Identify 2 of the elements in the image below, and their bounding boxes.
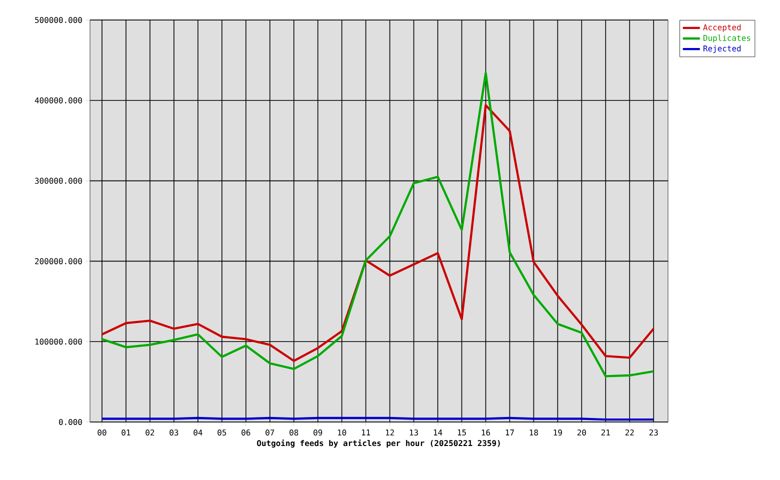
line-series [100, 104, 655, 362]
line-series [100, 72, 655, 378]
